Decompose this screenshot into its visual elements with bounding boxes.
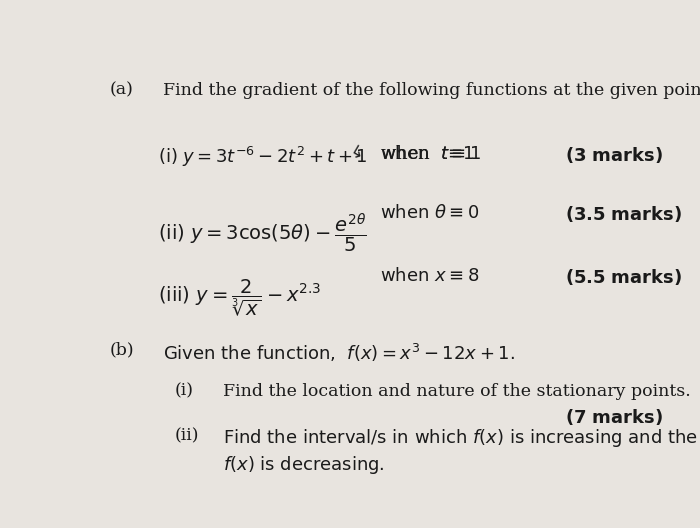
- Text: Find the gradient of the following functions at the given point.: Find the gradient of the following funct…: [163, 82, 700, 99]
- Text: Find the interval/s in which $f(x)$ is increasing and the intervals in which: Find the interval/s in which $f(x)$ is i…: [223, 427, 700, 449]
- Text: (ii) $y = 3\cos(5\theta) - \dfrac{e^{2\theta}}{5}$: (ii) $y = 3\cos(5\theta) - \dfrac{e^{2\t…: [158, 212, 367, 255]
- Text: (a): (a): [109, 82, 133, 99]
- Text: $\mathbf{(3\ marks)}$: $\mathbf{(3\ marks)}$: [565, 145, 663, 165]
- Text: (i) $y = 3t^{-6} - 2t^2 + t + 1$: (i) $y = 3t^{-6} - 2t^2 + t + 1$: [158, 145, 368, 169]
- Text: (iii) $y = \dfrac{2}{\sqrt[3]{x}} - x^{2.3}$: (iii) $y = \dfrac{2}{\sqrt[3]{x}} - x^{2…: [158, 277, 321, 318]
- Text: (ii): (ii): [174, 427, 199, 444]
- Text: $f(x)$ is decreasing.: $f(x)$ is decreasing.: [223, 455, 385, 476]
- Text: $\mathbf{(5.5\ marks)}$: $\mathbf{(5.5\ marks)}$: [565, 267, 682, 287]
- Text: (b): (b): [109, 342, 134, 359]
- Text: when $\theta \equiv 0$: when $\theta \equiv 0$: [381, 204, 480, 222]
- Text: $\mathbf{(3.5\ marks)}$: $\mathbf{(3.5\ marks)}$: [565, 204, 682, 224]
- Text: (i): (i): [174, 382, 193, 400]
- Text: when  $t \equiv 1$: when $t \equiv 1$: [381, 145, 482, 163]
- Text: ↳: ↳: [345, 143, 366, 165]
- Text: $\mathbf{(7\ marks)}$: $\mathbf{(7\ marks)}$: [565, 407, 663, 427]
- Text: Given the function,  $f(x) = x^3 - 12x + 1$.: Given the function, $f(x) = x^3 - 12x + …: [163, 342, 515, 364]
- Text: when $x \equiv 8$: when $x \equiv 8$: [381, 267, 480, 285]
- Text: when  $t ≡ 1$: when $t ≡ 1$: [381, 145, 475, 163]
- Text: Find the location and nature of the stationary points.: Find the location and nature of the stat…: [223, 382, 691, 400]
